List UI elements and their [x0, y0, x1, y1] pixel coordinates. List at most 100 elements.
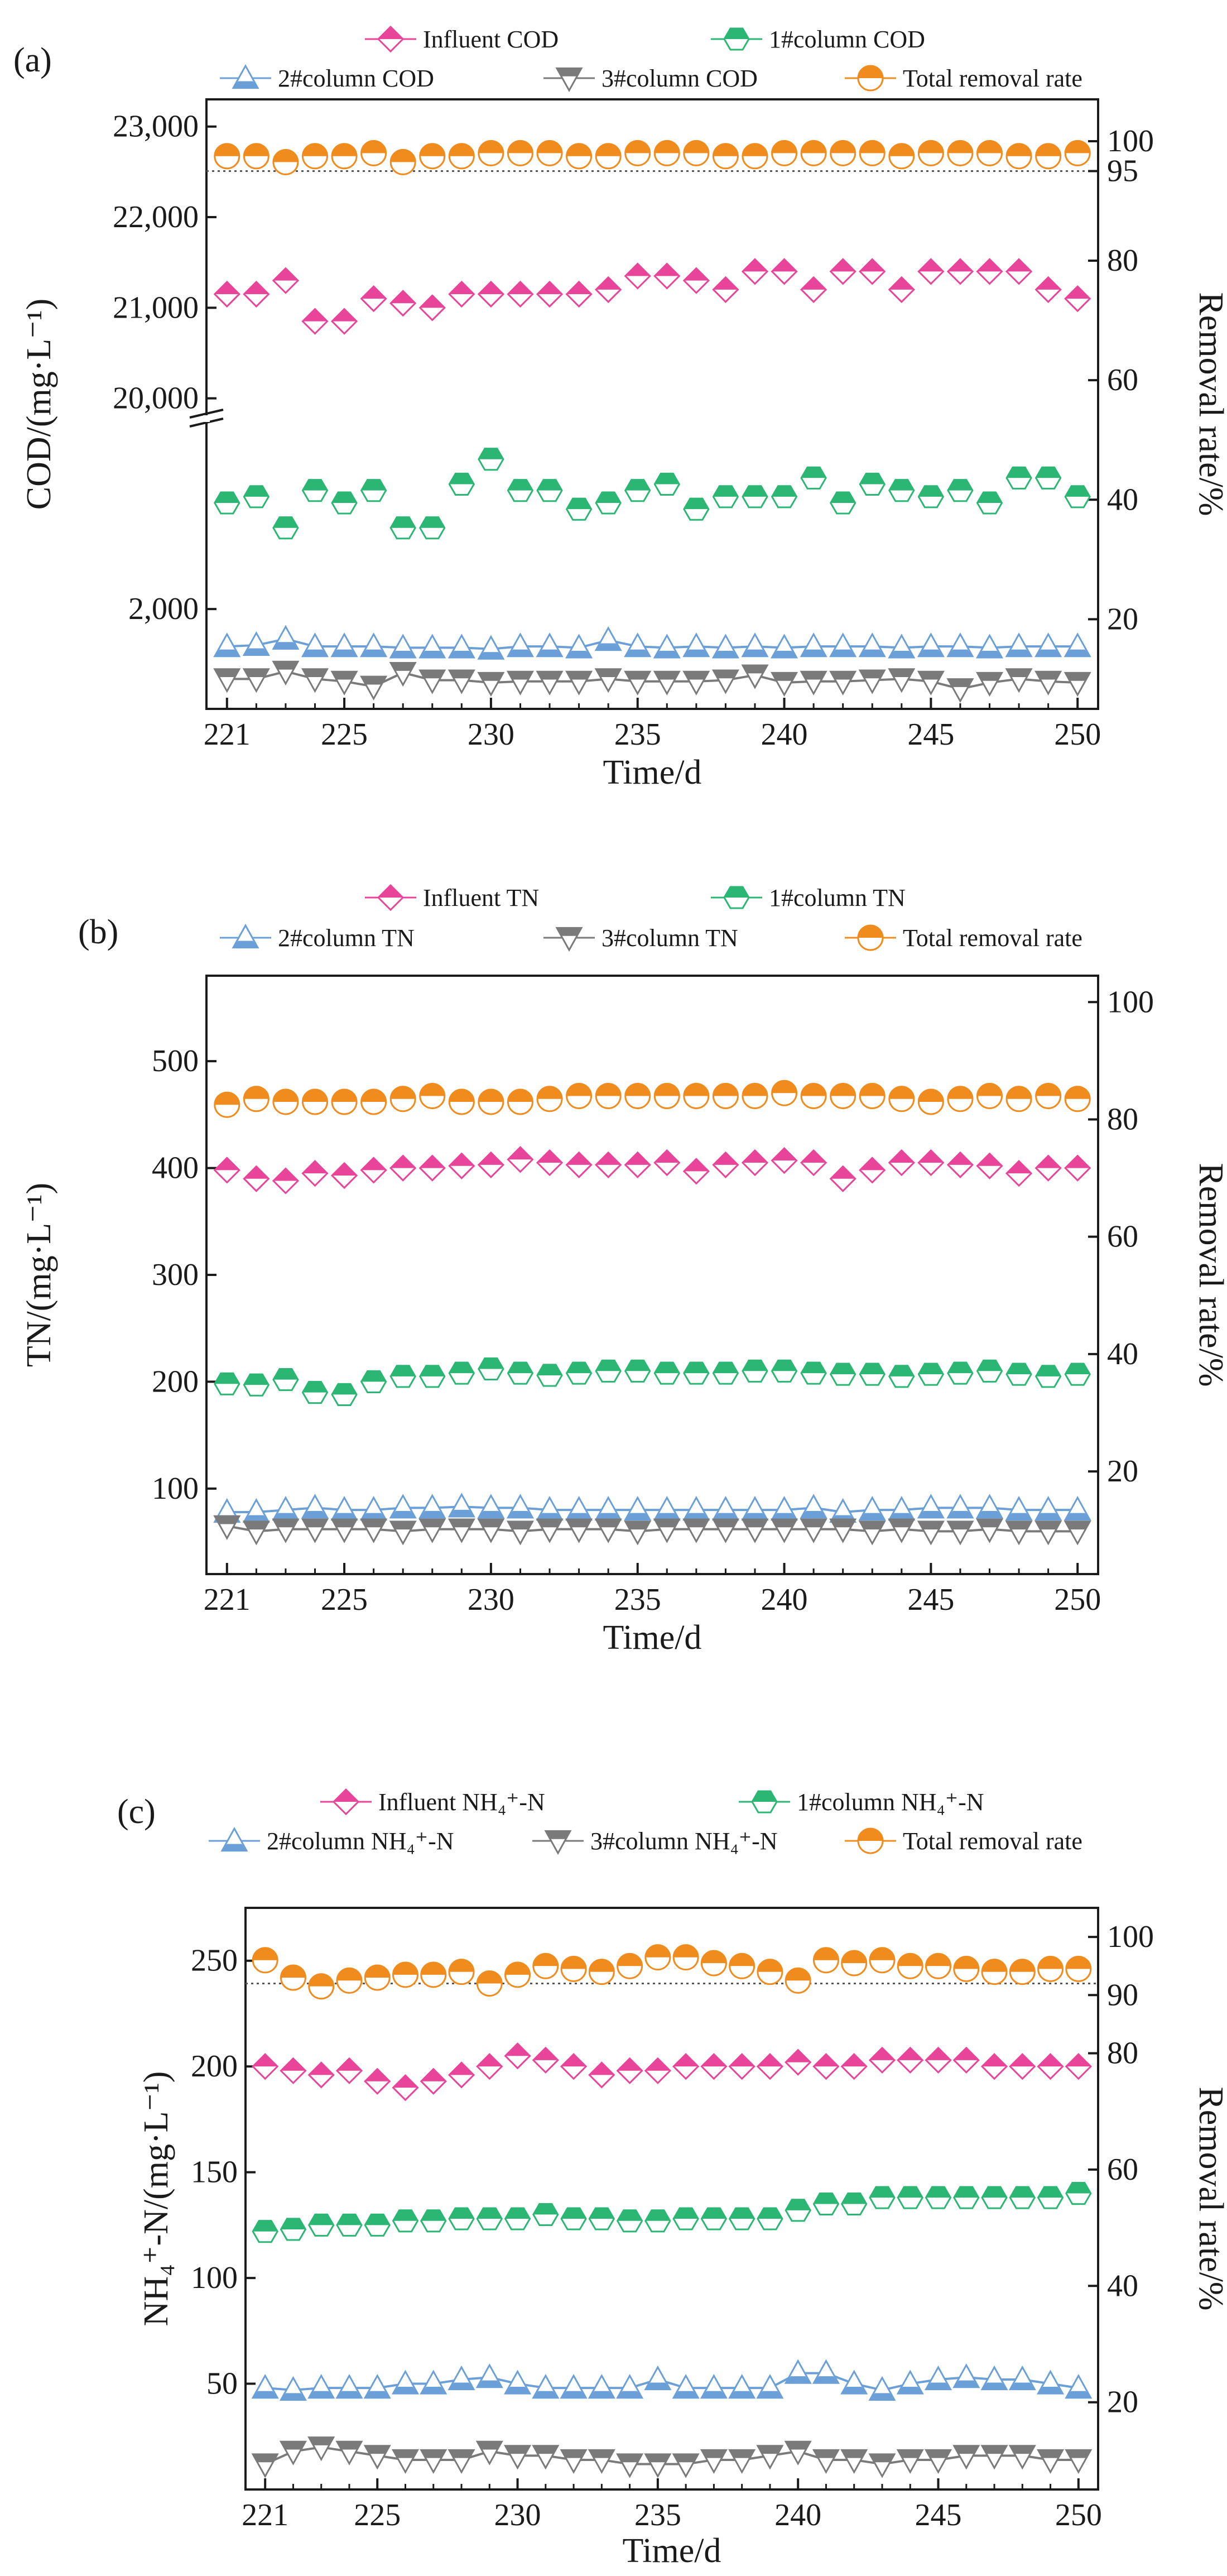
legend-marker [555, 927, 583, 952]
data-point [536, 280, 564, 308]
data-point [897, 2046, 924, 2074]
data-point [976, 258, 1003, 285]
data-point [741, 1496, 769, 1521]
data-point [507, 1146, 534, 1173]
series-1-column-tn [214, 1357, 1091, 1406]
data-point [389, 1494, 417, 1519]
data-point [331, 1383, 358, 1406]
data-point [858, 632, 886, 658]
data-point [1064, 1496, 1091, 1521]
data-point [925, 2186, 952, 2209]
data-point [953, 2186, 980, 2209]
data-point [243, 1086, 270, 1112]
data-point [595, 491, 622, 515]
data-point [507, 140, 533, 166]
y-tick-label: 22,000 [113, 200, 199, 234]
y-right-axis-title-c: Removal rate/% [1192, 2086, 1227, 2310]
series-1-column-cod [214, 448, 1091, 540]
data-point [1064, 632, 1091, 658]
series-total-removal-rate [214, 1080, 1091, 1118]
data-point [565, 634, 593, 659]
data-point [330, 632, 358, 658]
data-point [812, 2192, 840, 2216]
y-tick-label: 250 [191, 1944, 238, 1978]
data-point [1035, 1082, 1062, 1109]
plot-frame-b [205, 975, 1099, 1575]
data-point [419, 143, 446, 170]
data-point [1034, 632, 1062, 658]
legend-marker [751, 1790, 778, 1814]
data-point [712, 1361, 739, 1385]
x-tick-label: 221 [204, 1582, 251, 1617]
data-point [859, 140, 886, 166]
data-point [477, 280, 505, 308]
data-point [830, 1082, 857, 1109]
x-tick-label: 230 [494, 2498, 541, 2532]
data-point [1065, 1955, 1092, 1982]
data-point [888, 634, 916, 659]
data-point [917, 485, 945, 509]
data-point [888, 1086, 915, 1112]
legend-item-total-removal-rate: Total removal rate [845, 65, 1082, 92]
data-point [924, 2449, 952, 2474]
data-point [308, 1973, 335, 2000]
data-point [330, 308, 358, 335]
data-point [504, 1961, 531, 1988]
data-point [869, 1947, 896, 1974]
data-point [477, 635, 505, 660]
data-point [741, 258, 769, 285]
data-point [252, 2053, 279, 2080]
data-point [771, 1359, 798, 1383]
series-influent-tn [213, 1146, 1091, 1195]
data-point [653, 1149, 681, 1177]
y-right-axis-title-b: Removal rate/% [1192, 1163, 1227, 1387]
data-point [419, 1365, 446, 1388]
data-point [840, 2192, 868, 2216]
data-point [1005, 1160, 1033, 1187]
legend-item-total-removal-rate: Total removal rate [845, 924, 1082, 952]
data-point [594, 1496, 622, 1521]
data-point [946, 1151, 974, 1178]
data-point [1037, 2186, 1064, 2209]
data-point [392, 2074, 419, 2102]
data-point [728, 2374, 756, 2399]
data-point [1064, 671, 1091, 697]
data-point [712, 1151, 739, 1178]
data-point [1005, 1496, 1033, 1521]
data-point [683, 1361, 710, 1385]
data-point [1009, 1959, 1036, 1985]
data-point [785, 2049, 812, 2076]
data-point [616, 2057, 643, 2084]
data-point [448, 1518, 475, 1543]
data-point [869, 2186, 896, 2209]
legend-c: Influent NH₄⁺-N 1#column NH₄⁺-N 2#column N… [209, 1788, 1082, 1855]
data-point [975, 1494, 1004, 1519]
data-point [363, 2445, 391, 2470]
data-point [213, 280, 240, 308]
data-point [272, 516, 299, 540]
legend-item-3-column-nh-n: 3#column NH₄⁺-N [532, 1827, 778, 1855]
axis-break-a [189, 409, 224, 428]
data-point [1005, 632, 1033, 658]
x-tick-label: 245 [907, 717, 954, 752]
data-point [616, 2374, 644, 2399]
data-point [700, 2374, 728, 2399]
x-tick-label: 221 [204, 717, 251, 752]
data-point [624, 1359, 651, 1383]
data-point [588, 2207, 615, 2230]
data-point [363, 2374, 391, 2399]
data-point [840, 2053, 868, 2080]
data-point [858, 1496, 886, 1521]
y-tick-label: 200 [191, 2049, 238, 2084]
data-point [301, 1088, 328, 1115]
data-point [644, 2209, 671, 2233]
data-point [917, 1494, 945, 1519]
legend-label: 1#column COD [769, 26, 925, 53]
data-point [917, 1363, 945, 1386]
data-point [829, 670, 857, 695]
legend-marker [332, 1788, 360, 1816]
data-point [742, 143, 768, 170]
data-point [800, 276, 827, 303]
series-3-column-tn [213, 1515, 1091, 1546]
